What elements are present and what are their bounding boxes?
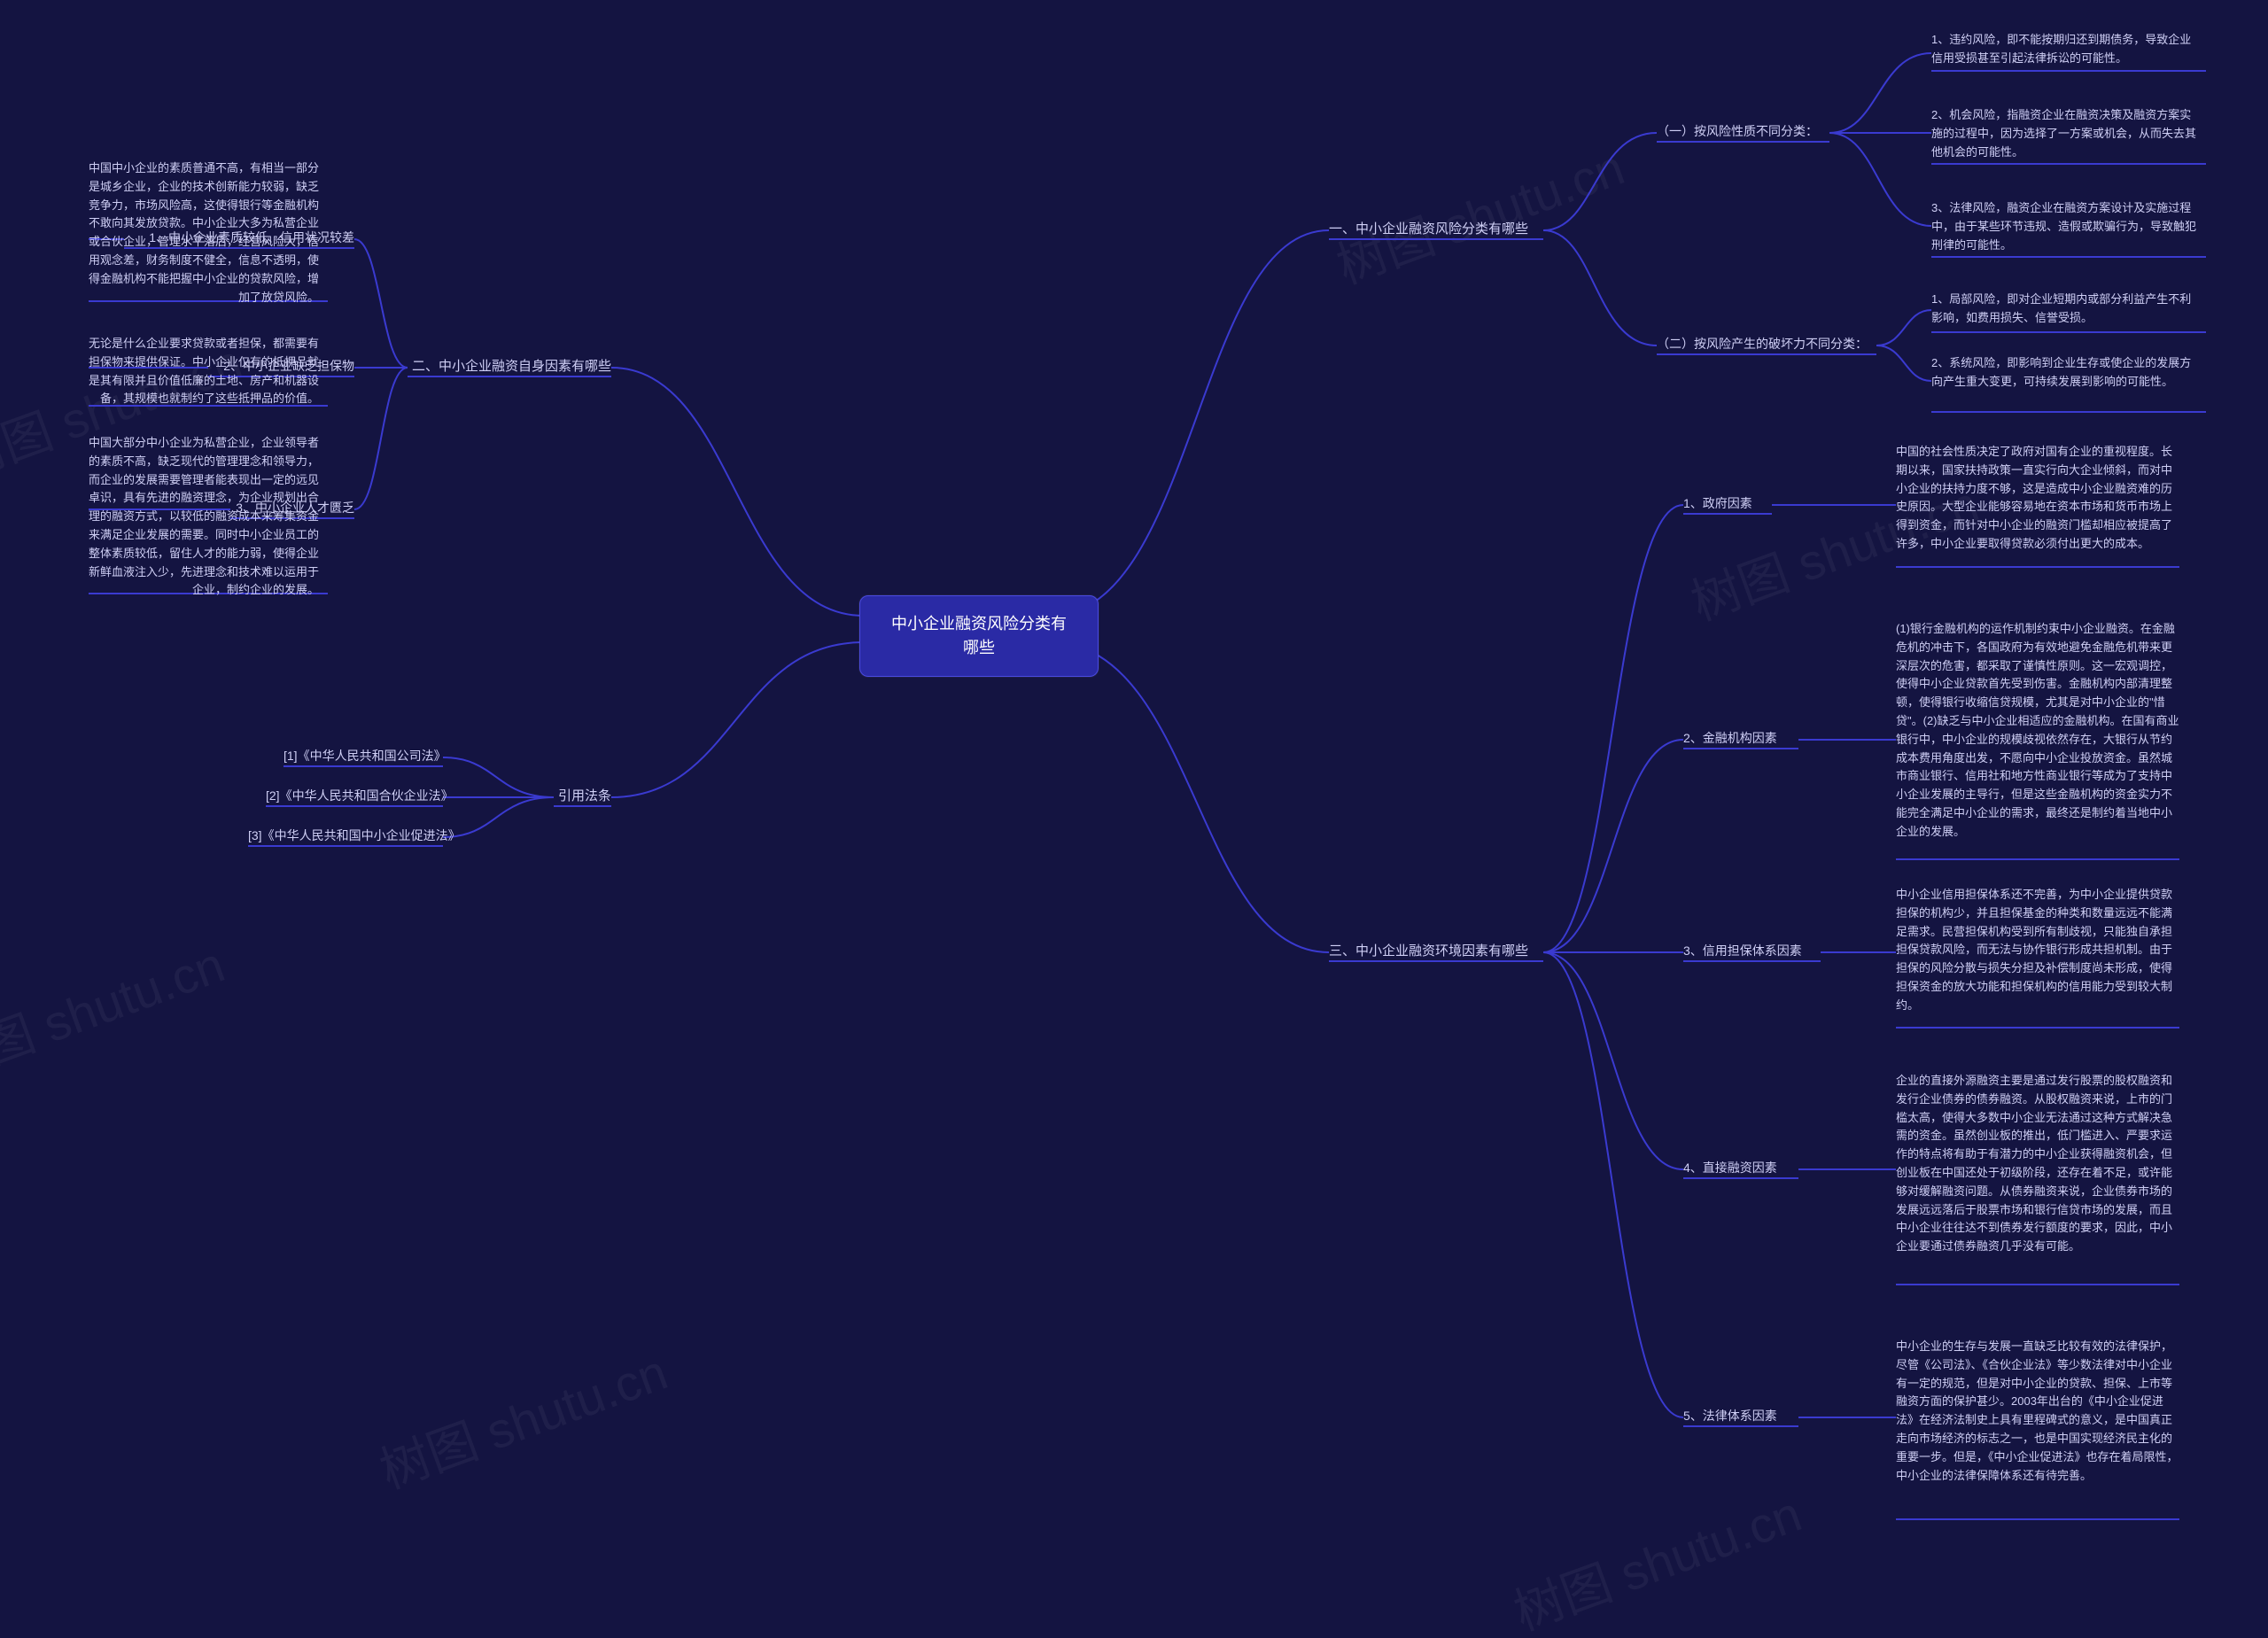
branch-two-item1-desc: 中国中小企业的素质普通不高，有相当一部分是城乡企业，企业的技术创新能力较弱，缺乏… bbox=[89, 159, 319, 307]
branch-one[interactable]: 一、中小企业融资风险分类有哪些 bbox=[1329, 220, 1528, 240]
branch-three-item5-label[interactable]: 5、法律体系因素 bbox=[1683, 1407, 1777, 1425]
watermark: 树图 shutu.cn bbox=[369, 1332, 676, 1502]
branch-one-sub1-item1: 1、违约风险，即不能按期归还到期债务，导致企业信用受损甚至引起法律拆讼的可能性。 bbox=[1931, 31, 2197, 68]
branch-three-item4-label[interactable]: 4、直接融资因素 bbox=[1683, 1159, 1777, 1177]
branch-three-item5-desc: 中小企业的生存与发展一直缺乏比较有效的法律保护，尽管《公司法》、《合伙企业法》等… bbox=[1896, 1338, 2179, 1485]
branch-three[interactable]: 三、中小企业融资环境因素有哪些 bbox=[1329, 942, 1528, 962]
branch-three-item4-desc: 企业的直接外源融资主要是通过发行股票的股权融资和发行企业债券的债券融资。从股权融… bbox=[1896, 1072, 2179, 1256]
branch-two-item3-desc: 中国大部分中小企业为私营企业，企业领导者的素质不高，缺乏现代的管理理念和领导力，… bbox=[89, 434, 319, 600]
branch-two[interactable]: 二、中小企业融资自身因素有哪些 bbox=[408, 357, 611, 377]
watermark: 树图 shutu.cn bbox=[0, 925, 233, 1095]
refs-item-3: [3]《中华人民共和国中小企业促进法》 bbox=[248, 827, 443, 845]
branch-one-sub1-item3: 3、法律风险，融资企业在融资方案设计及实施过程中，由于某些环节违规、造假或欺骗行… bbox=[1931, 199, 2197, 254]
branch-three-item2-desc: (1)银行金融机构的运作机制约束中小企业融资。在金融危机的冲击下，各国政府为有效… bbox=[1896, 620, 2179, 842]
branch-one-sub2[interactable]: （二）按风险产生的破坏力不同分类： bbox=[1657, 335, 1868, 353]
center-title-line2: 哪些 bbox=[882, 636, 1076, 660]
branch-two-item2-desc: 无论是什么企业要求贷款或者担保，都需要有担保物来提供保证。中小企业仅有的抵押品就… bbox=[89, 335, 319, 408]
branch-three-item2-label[interactable]: 2、金融机构因素 bbox=[1683, 729, 1777, 748]
watermark: 树图 shutu.cn bbox=[1503, 1474, 1810, 1638]
branch-one-sub1-item2: 2、机会风险，指融资企业在融资决策及融资方案实施的过程中，因为选择了一方案或机会… bbox=[1931, 106, 2197, 161]
branch-one-sub1[interactable]: （一）按风险性质不同分类： bbox=[1657, 122, 1818, 141]
center-title-line1: 中小企业融资风险分类有 bbox=[882, 612, 1076, 636]
branch-one-sub2-item1: 1、局部风险，即对企业短期内或部分利益产生不利影响，如费用损失、信誉受损。 bbox=[1931, 291, 2197, 328]
refs-item-2: [2]《中华人民共和国合伙企业法》 bbox=[266, 787, 443, 805]
watermark: 树图 shutu.cn bbox=[1325, 128, 1633, 298]
branch-three-item3-label[interactable]: 3、信用担保体系因素 bbox=[1683, 942, 1802, 960]
branch-refs[interactable]: 引用法条 bbox=[554, 787, 611, 807]
branch-one-sub2-item2: 2、系统风险，即影响到企业生存或使企业的发展方向产生重大变更，可持续发展到影响的… bbox=[1931, 354, 2197, 392]
branch-three-item1-desc: 中国的社会性质决定了政府对国有企业的重视程度。长期以来，国家扶持政策一直实行向大… bbox=[1896, 443, 2179, 554]
center-node: 中小企业融资风险分类有 哪些 bbox=[859, 595, 1099, 677]
refs-item-1: [1]《中华人民共和国公司法》 bbox=[284, 747, 443, 765]
branch-three-item1-label[interactable]: 1、政府因素 bbox=[1683, 494, 1752, 513]
branch-three-item3-desc: 中小企业信用担保体系还不完善，为中小企业提供贷款担保的机构少，并且担保基金的种类… bbox=[1896, 886, 2179, 1015]
